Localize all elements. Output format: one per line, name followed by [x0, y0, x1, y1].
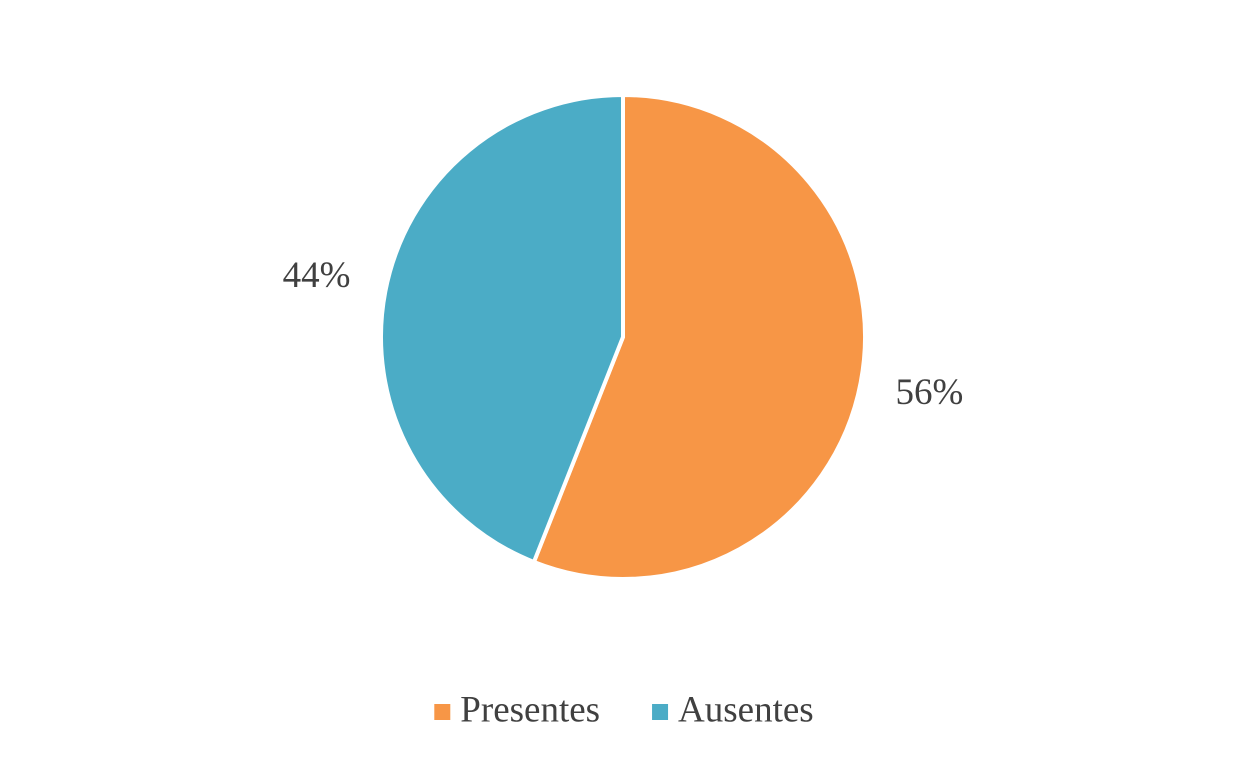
legend-label: Ausentes: [678, 689, 814, 730]
legend-swatch: [652, 704, 669, 720]
legend-swatch: [434, 704, 451, 720]
data-label: 44%: [283, 255, 351, 296]
data-label: 56%: [896, 372, 964, 413]
pie-slice: [531, 93, 867, 581]
pie-slice: [379, 93, 625, 565]
legend-label: Presentes: [460, 689, 600, 730]
